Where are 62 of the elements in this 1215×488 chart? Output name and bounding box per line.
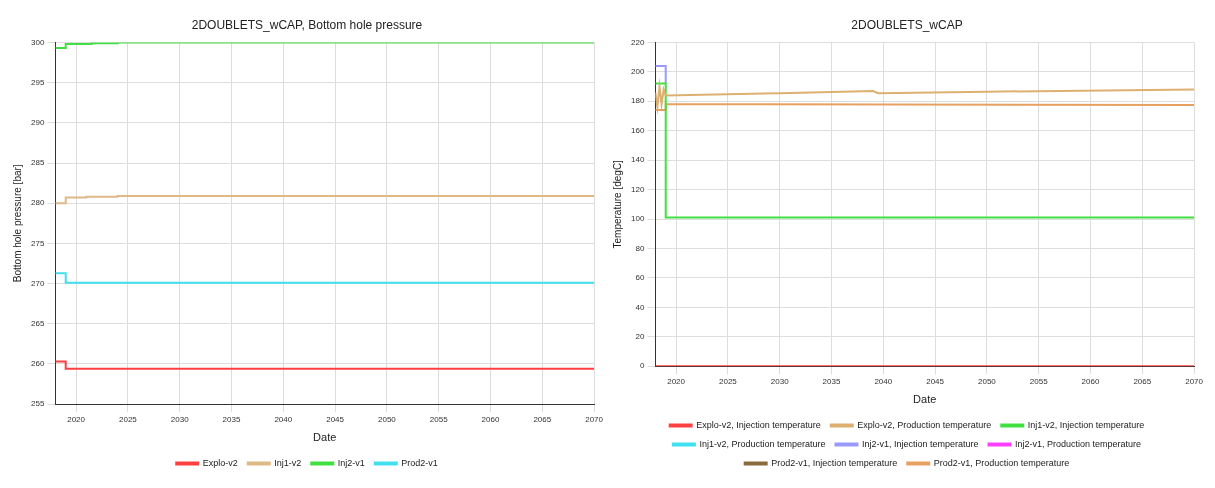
x-tick-label: 2025 [118, 415, 138, 425]
x-axis-title: Date [913, 393, 937, 406]
y-tick-label: 60 [635, 273, 645, 283]
legend-label: Inj1-v2 [274, 457, 302, 468]
y-tick-label: 285 [30, 158, 45, 168]
y-tick-label: 160 [630, 125, 645, 135]
legend-label: Inj1-v2, Production temperature [699, 438, 826, 449]
y-tick-label: 180 [630, 96, 645, 106]
x-tick-label: 2060 [1081, 377, 1100, 387]
x-tick-label: 2045 [326, 415, 345, 425]
x-tick-label: 2060 [481, 415, 500, 425]
legend-label: Prod2-v1, Injection temperature [771, 457, 898, 468]
x-axis-title: Date [313, 431, 337, 444]
y-tick-label: 290 [30, 118, 45, 127]
legend-label: Inj1-v2, Injection temperature [1027, 419, 1145, 430]
x-tick-label: 2040 [874, 377, 893, 387]
x-tick-label: 2070 [585, 415, 604, 425]
legend-label: Inj2-v1, Injection temperature [861, 438, 979, 449]
x-tick-label: 2070 [1185, 377, 1204, 387]
x-tick-label: 2020 [67, 415, 86, 425]
y-tick-label: 100 [630, 214, 645, 224]
y-tick-label: 220 [630, 37, 645, 47]
x-tick-label: 2030 [770, 377, 790, 387]
legend-label: Explo-v2, Production temperature [857, 419, 992, 430]
y-tick-label: 275 [30, 238, 45, 248]
x-tick-label: 2055 [429, 415, 449, 425]
legend-label: Inj2-v1, Production temperature [1015, 438, 1142, 449]
x-tick-label: 2030 [170, 415, 190, 425]
x-tick-label: 2065 [533, 415, 552, 425]
y-tick-label: 80 [635, 243, 645, 253]
x-tick-label: 2055 [1029, 377, 1049, 387]
x-tick-label: 2035 [222, 415, 241, 425]
y-tick-label: 265 [30, 319, 45, 328]
x-tick-label: 2065 [1133, 377, 1152, 387]
y-tick-label: 255 [30, 399, 45, 409]
y-tick-label: 200 [630, 67, 645, 77]
x-tick-label: 2050 [377, 415, 397, 425]
y-axis-title: Temperature [degC] [611, 159, 623, 249]
y-tick-label: 20 [635, 331, 645, 341]
chart-title: 2DOUBLETS_wCAP, Bottom hole pressure [191, 17, 423, 32]
x-tick-label: 2045 [926, 377, 945, 387]
x-tick-label: 2035 [822, 377, 841, 387]
y-tick-label: 140 [630, 155, 645, 165]
chart-title: 2DOUBLETS_wCAP [851, 17, 963, 32]
legend-label: Prod2-v1 [401, 457, 438, 468]
legend-label: Explo-v2, Injection temperature [696, 419, 821, 430]
x-tick-label: 2050 [977, 377, 997, 387]
legend-label: Inj2-v1 [337, 457, 365, 468]
y-tick-label: 260 [30, 359, 45, 369]
y-tick-label: 120 [630, 184, 645, 194]
y-tick-label: 295 [30, 77, 45, 87]
y-tick-label: 280 [30, 198, 45, 208]
y-axis-title: Bottom hole pressure [bar] [11, 164, 23, 283]
y-tick-label: 270 [30, 278, 45, 288]
x-tick-label: 2020 [667, 377, 686, 387]
y-tick-label: 300 [30, 37, 45, 47]
legend-label: Prod2-v1, Production temperature [933, 457, 1070, 468]
legend-label: Explo-v2 [202, 457, 238, 468]
x-tick-label: 2040 [274, 415, 293, 425]
y-tick-label: 0 [639, 361, 645, 371]
x-tick-label: 2025 [718, 377, 738, 387]
y-tick-label: 40 [635, 302, 645, 312]
